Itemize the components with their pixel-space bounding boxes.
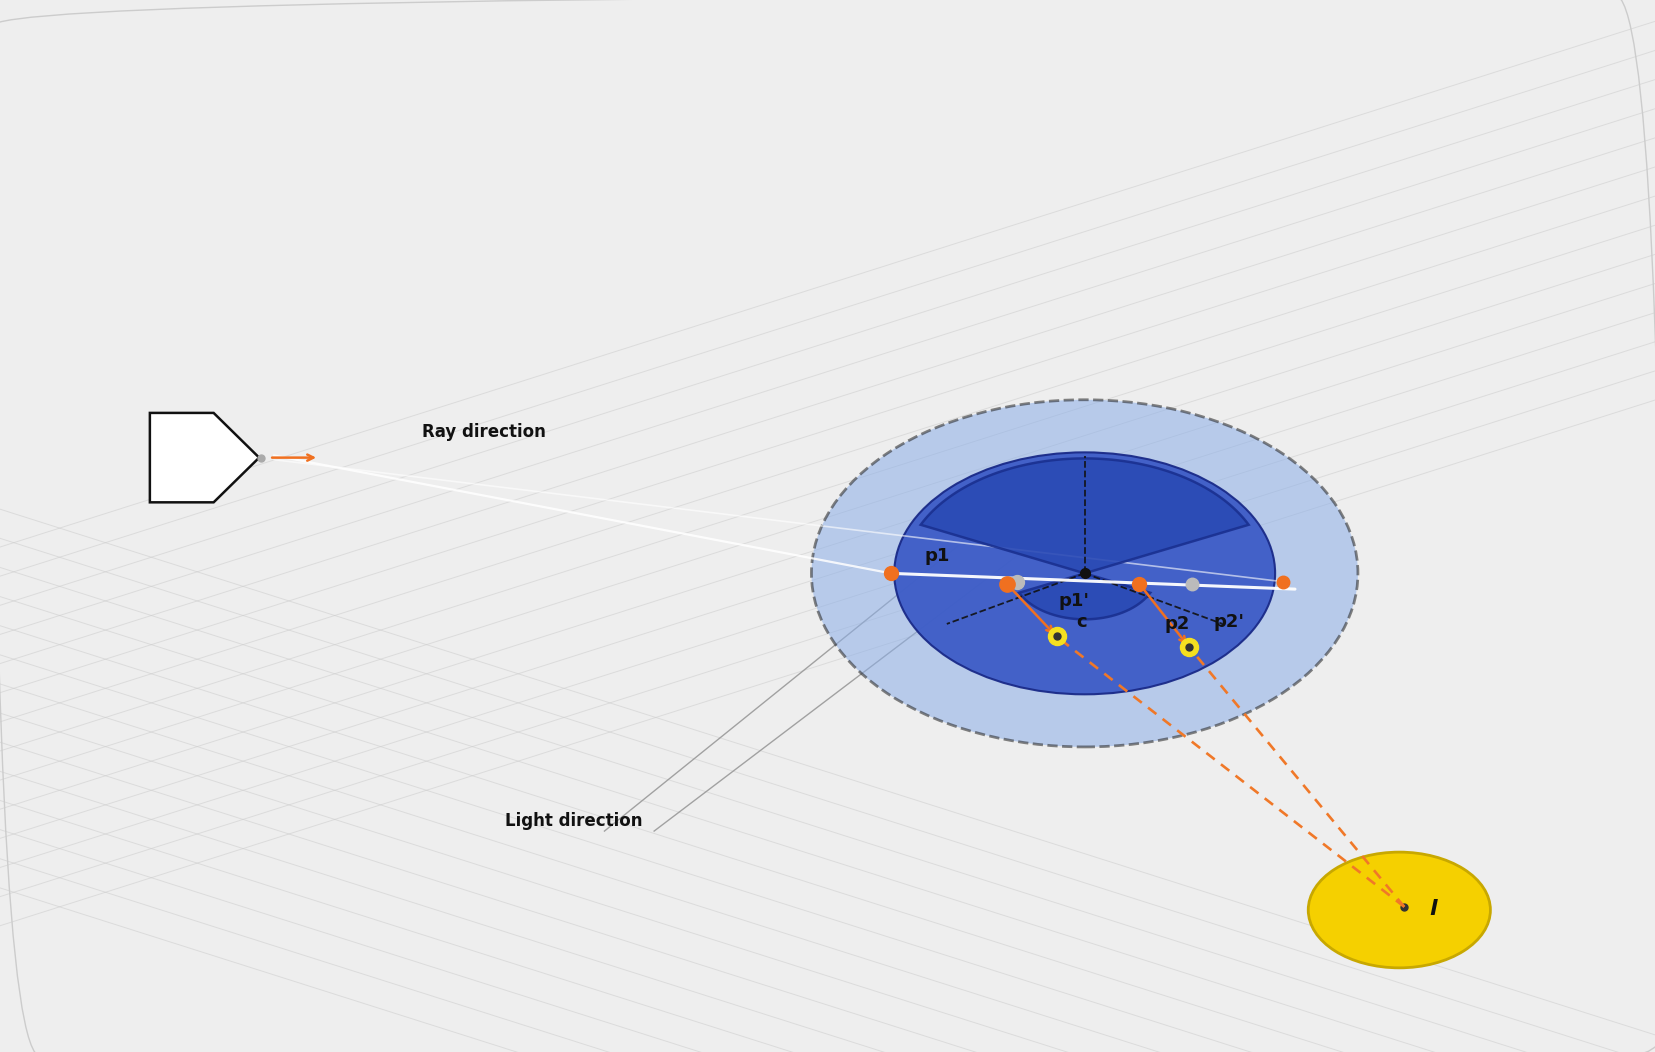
Text: l: l bbox=[1428, 899, 1437, 919]
Circle shape bbox=[811, 400, 1357, 747]
Text: p2': p2' bbox=[1213, 613, 1245, 631]
Text: Ray direction: Ray direction bbox=[422, 423, 546, 441]
Text: c: c bbox=[1076, 613, 1086, 631]
Polygon shape bbox=[149, 413, 258, 503]
Text: p1: p1 bbox=[923, 547, 950, 565]
Text: p2: p2 bbox=[1163, 615, 1188, 633]
Text: Light direction: Light direction bbox=[505, 812, 642, 830]
Circle shape bbox=[1307, 852, 1490, 968]
Polygon shape bbox=[920, 459, 1248, 620]
Circle shape bbox=[894, 452, 1274, 694]
Text: p1': p1' bbox=[1058, 592, 1089, 610]
